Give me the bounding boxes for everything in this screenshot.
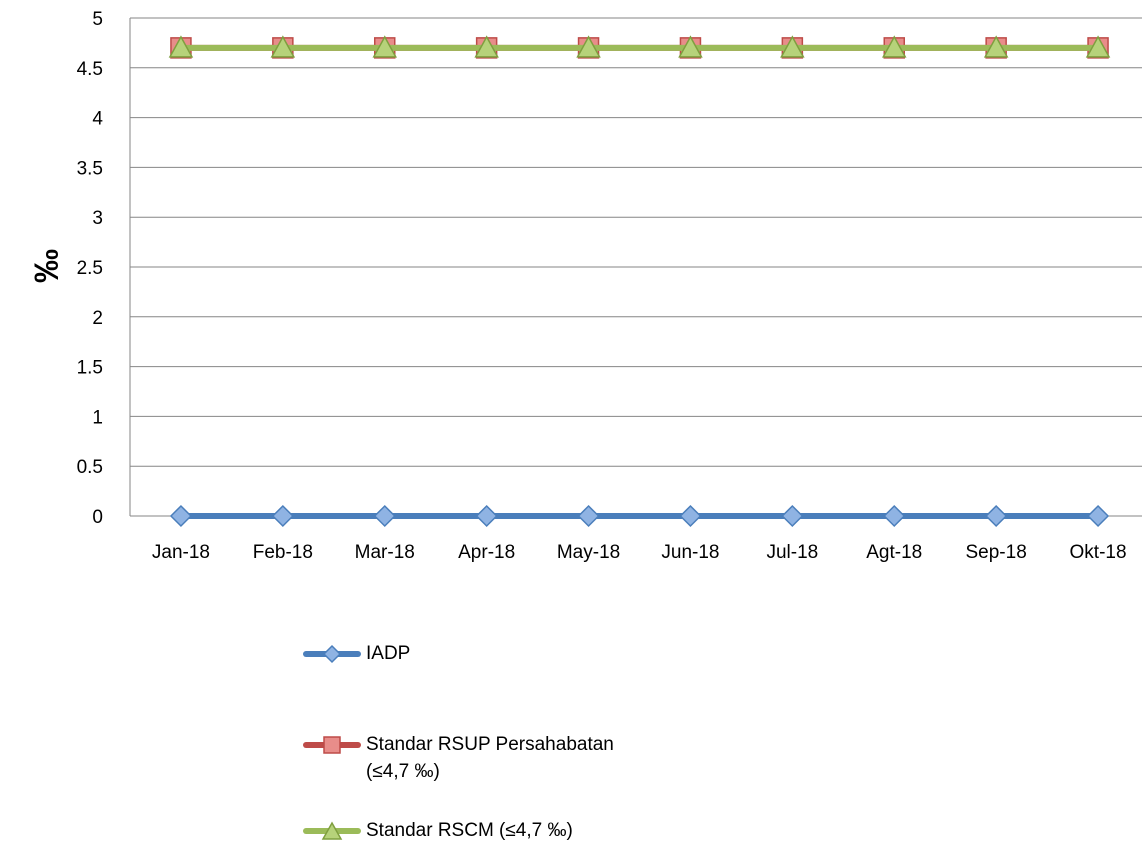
data-point — [1086, 504, 1110, 528]
y-tick-label: 0 — [92, 507, 103, 528]
data-point — [780, 35, 805, 58]
legend-label-rscm: Standar RSCM (≤4,7 ‰) — [366, 820, 573, 841]
data-point — [576, 35, 601, 58]
legend-label-rsup-line1: Standar RSUP Persahabatan — [366, 734, 614, 755]
data-point — [883, 504, 906, 528]
data-point — [679, 504, 702, 528]
x-tick-label: May-18 — [557, 542, 620, 563]
x-tick-label: Feb-18 — [253, 542, 313, 563]
series-group — [168, 35, 1111, 528]
x-tick-label: Okt-18 — [1070, 542, 1127, 563]
legend-swatch-rsup — [303, 736, 361, 754]
y-tick-label: 2.5 — [77, 258, 103, 279]
data-point — [168, 35, 194, 58]
data-point — [577, 504, 600, 528]
y-tick-label: 4.5 — [77, 59, 103, 80]
series-2 — [168, 35, 1111, 58]
x-tick-label: Jul-18 — [766, 542, 818, 563]
y-tick-label: 1 — [92, 407, 103, 428]
data-point — [1085, 35, 1111, 58]
data-point — [372, 35, 398, 58]
y-tick-label: 5 — [92, 9, 103, 30]
y-tick-labels: 0 0.5 1 1.5 2 2.5 3 3.5 4 4.5 5 — [77, 9, 104, 528]
x-tick-label: Mar-18 — [355, 542, 415, 563]
legend-label-iadp: IADP — [366, 643, 411, 664]
data-point — [678, 35, 703, 58]
data-point — [169, 504, 193, 528]
series-0 — [169, 504, 1110, 528]
data-point — [271, 504, 294, 528]
gridlines — [129, 17, 1142, 517]
y-tick-label: 3.5 — [77, 158, 103, 179]
x-tick-label: Apr-18 — [458, 542, 515, 563]
x-tick-label: Sep-18 — [966, 542, 1027, 563]
data-point — [373, 504, 396, 528]
legend-swatch-iadp — [303, 644, 361, 664]
data-point — [474, 35, 499, 58]
data-point — [781, 504, 804, 528]
x-tick-label: Jun-18 — [661, 542, 719, 563]
x-tick-labels: Jan-18 Feb-18 Mar-18 Apr-18 May-18 Jun-18 Jul-… — [152, 542, 1127, 563]
data-point — [985, 504, 1008, 528]
y-tick-label: 2 — [92, 308, 103, 329]
y-tick-label: 4 — [92, 109, 103, 130]
legend-swatch-rscm — [303, 821, 361, 840]
y-tick-label: 3 — [92, 208, 103, 229]
y-axis-label: ‰ — [28, 249, 66, 283]
x-tick-label: Jan-18 — [152, 542, 210, 563]
y-tick-label: 0.5 — [77, 457, 103, 478]
legend-label-rsup-line2: (≤4,7 ‰) — [366, 761, 440, 782]
y-tick-label: 1.5 — [77, 358, 103, 379]
data-point — [881, 35, 907, 58]
x-tick-label: Agt-18 — [866, 542, 922, 563]
data-point — [270, 35, 296, 58]
data-point — [983, 35, 1009, 58]
data-point — [475, 504, 498, 528]
